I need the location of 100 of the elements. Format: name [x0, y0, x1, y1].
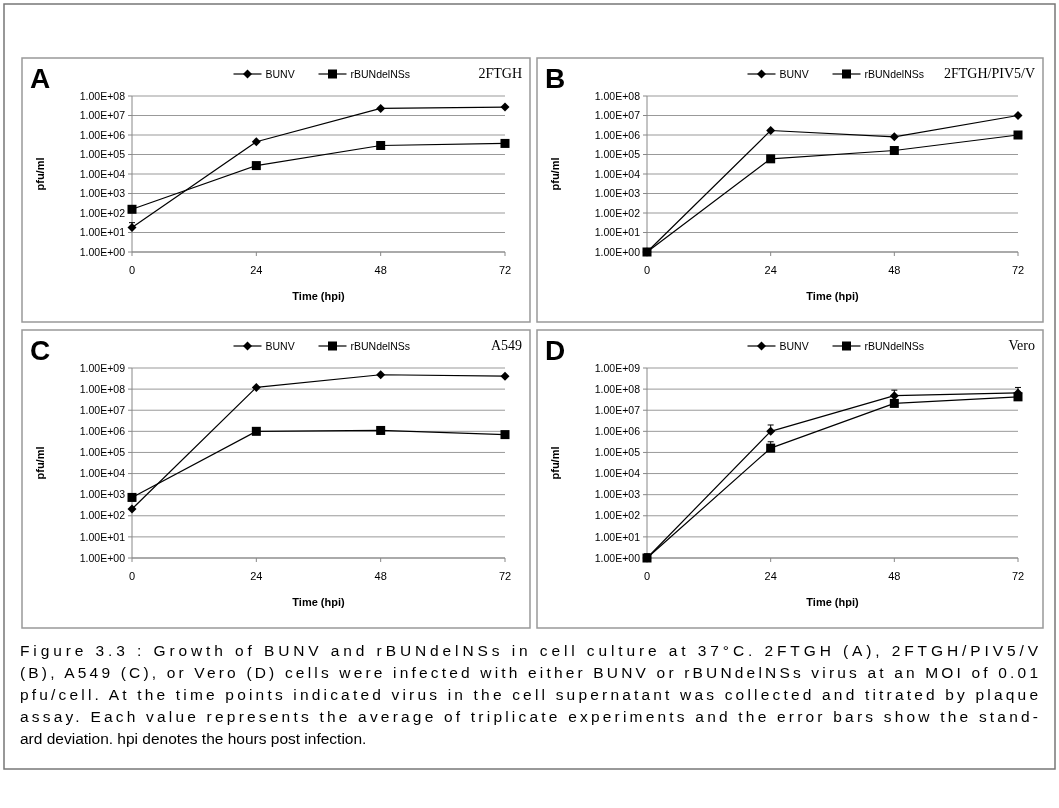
y-tick-label: 1.00E+02	[79, 206, 126, 219]
y-tick-label: 1.00E+09	[79, 361, 126, 374]
y-tick-label: 1.00E+07	[79, 109, 126, 122]
point	[376, 140, 386, 150]
y-tick-label: 1.00E+03	[594, 187, 641, 200]
x-axis-title: Time (hpi)	[292, 596, 346, 608]
y-tick-label: 1.00E+06	[594, 425, 641, 438]
y-tick-label: 1.00E+02	[594, 206, 641, 219]
y-tick-label: 1.00E+05	[79, 446, 126, 459]
x-tick-label: 72	[1011, 570, 1025, 582]
y-tick-label: 1.00E+09	[594, 361, 641, 374]
x-tick-label: 0	[128, 570, 136, 582]
caption: Figure 3.3 : Growth of BUNV and rBUNdelNSs in cell culture at 37°C. 2FTGH (A), 2FTGH/PIV5/V	[20, 642, 1039, 659]
point	[766, 426, 776, 436]
point	[500, 138, 510, 148]
chart-title: 2FTGH/PIV5/V	[943, 66, 1035, 81]
legend-label: rBUNdelNSs	[350, 339, 411, 352]
legend-label: BUNV	[265, 339, 295, 352]
y-tick-label: 1.00E+02	[594, 509, 641, 522]
y-tick-label: 1.00E+06	[594, 128, 641, 141]
x-axis-title: Time (hpi)	[292, 290, 346, 302]
y-axis-title: pfu/ml	[34, 446, 46, 480]
text: A	[30, 63, 51, 94]
y-tick-label: 1.00E+04	[79, 167, 126, 180]
x-tick-label: 24	[250, 570, 263, 582]
point	[500, 430, 510, 440]
y-tick-label: 1.00E+08	[79, 382, 126, 395]
point	[376, 370, 386, 380]
chart-title: 2FTGH	[478, 66, 522, 81]
point	[127, 492, 137, 502]
x-axis-title: Time (hpi)	[806, 290, 860, 302]
x-tick-label: 24	[764, 264, 777, 276]
y-axis-title: pfu/ml	[549, 157, 561, 191]
point	[766, 443, 776, 453]
y-tick-label: 1.00E+01	[79, 530, 126, 543]
y-tick-label: 1.00E+06	[79, 128, 126, 141]
y-tick-label: 1.00E+05	[594, 148, 641, 161]
y-tick-label: 1.00E+03	[79, 488, 126, 501]
y-tick-label: 1.00E+07	[79, 403, 126, 416]
y-tick-label: 1.00E+07	[594, 109, 641, 122]
y-tick-label: 1.00E+08	[79, 89, 126, 102]
point	[889, 398, 899, 408]
y-tick-label: 1.00E+06	[79, 425, 126, 438]
y-tick-label: 1.00E+03	[79, 187, 126, 200]
y-tick-label: 1.00E+01	[79, 226, 126, 239]
y-tick-label: 1.00E+05	[594, 446, 641, 459]
point	[1013, 111, 1023, 120]
y-tick-label: 1.00E+04	[594, 467, 641, 480]
y-tick-label: 1.00E+07	[594, 403, 641, 416]
legend-label: BUNV	[265, 67, 295, 80]
text: B	[545, 63, 566, 94]
legend-label: BUNV	[779, 339, 809, 352]
text: ard deviation. hpi denotes the hours post infection.	[20, 730, 367, 747]
point	[376, 103, 386, 113]
point	[127, 504, 137, 514]
point	[766, 126, 776, 136]
y-tick-label: 1.00E+00	[594, 551, 641, 564]
y-axis-title: pfu/ml	[34, 157, 46, 191]
point	[127, 204, 137, 214]
point	[1013, 392, 1023, 402]
point	[127, 223, 137, 233]
x-axis-title: Time (hpi)	[806, 596, 860, 608]
chart-title: A549	[490, 338, 522, 353]
y-tick-label: 1.00E+01	[594, 226, 641, 239]
point	[500, 371, 510, 381]
chart-title: Vero	[1008, 338, 1035, 353]
y-tick-label: 1.00E+00	[594, 245, 641, 258]
text: D	[545, 335, 566, 366]
legend-label: rBUNdelNSs	[864, 339, 925, 352]
x-tick-label: 0	[643, 264, 651, 276]
x-tick-label: 72	[1011, 264, 1025, 276]
point	[251, 426, 261, 436]
point	[376, 425, 386, 435]
legend-label: rBUNdelNSs	[350, 67, 411, 80]
point	[889, 132, 899, 142]
point	[766, 154, 776, 164]
y-tick-label: 1.00E+08	[594, 382, 641, 395]
y-tick-label: 1.00E+00	[79, 245, 126, 258]
x-tick-label: 48	[888, 570, 901, 582]
text: assay. Each value represents the average of triplicate experiments and the error bars show the stand-	[20, 708, 1038, 725]
y-tick-label: 1.00E+05	[79, 148, 126, 161]
x-tick-label: 72	[498, 264, 512, 276]
x-tick-label: 48	[374, 264, 387, 276]
point	[1013, 130, 1023, 140]
point	[251, 137, 261, 147]
legend-label: BUNV	[779, 67, 809, 80]
y-tick-label: 1.00E+04	[79, 467, 126, 480]
x-tick-label: 0	[128, 264, 136, 276]
x-tick-label: 48	[374, 570, 387, 582]
text: C	[30, 335, 51, 366]
legend-label: rBUNdelNSs	[864, 67, 925, 80]
y-tick-label: 1.00E+00	[79, 551, 126, 564]
y-tick-label: 1.00E+03	[594, 488, 641, 501]
text: pfu/cell. At the time points indicated virus in the cell supernatant was collected and titrated by plaque	[20, 686, 1038, 703]
point	[251, 161, 261, 171]
y-tick-label: 1.00E+01	[594, 530, 641, 543]
y-axis-title: pfu/ml	[549, 446, 561, 480]
point	[889, 146, 899, 156]
y-tick-label: 1.00E+02	[79, 509, 126, 522]
text: (B), A549 (C), or Vero (D) cells were infected with either BUNV or rBUNdelNSs virus at an MOI of 0.01	[20, 664, 1038, 681]
